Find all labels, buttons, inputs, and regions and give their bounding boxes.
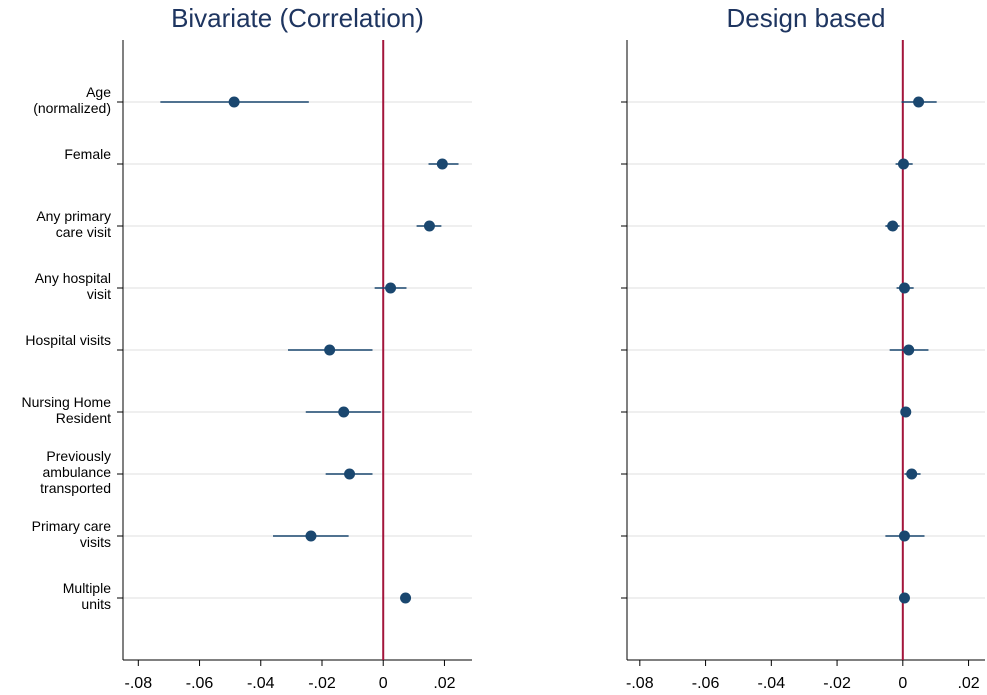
category-line: Female — [64, 146, 111, 162]
x-tick-label: 0 — [379, 675, 388, 692]
category-label: Previously ambulance transported — [40, 448, 111, 496]
point-estimate — [906, 468, 918, 480]
category-line: Age — [86, 84, 111, 100]
point-estimate — [338, 406, 350, 418]
point-estimate — [423, 220, 435, 232]
category-label: Female — [64, 146, 111, 162]
category-line: Nursing Home — [22, 394, 112, 410]
x-tick-label: 0 — [898, 675, 907, 692]
point-estimate — [903, 344, 915, 356]
category-line: Primary care — [32, 518, 112, 534]
point-estimate — [436, 158, 448, 170]
category-line: care visit — [56, 224, 111, 240]
point-estimate — [887, 220, 899, 232]
x-tick-label: -.08 — [626, 675, 654, 692]
category-line: Hospital visits — [25, 332, 111, 348]
category-line: Any primary — [36, 208, 111, 224]
x-tick-label: .02 — [957, 675, 979, 692]
panel-title: Bivariate (Correlation) — [171, 3, 424, 33]
x-tick-label: -.04 — [247, 675, 275, 692]
point-estimate — [344, 468, 356, 480]
point-estimate — [900, 406, 912, 418]
x-tick-label: -.02 — [823, 675, 851, 692]
category-line: Any hospital — [35, 270, 111, 286]
category-label: Any primary care visit — [36, 208, 111, 240]
category-label: Age (normalized) — [33, 84, 111, 116]
point-estimate — [898, 592, 910, 604]
category-line: (normalized) — [33, 100, 111, 116]
category-line: Resident — [56, 410, 111, 426]
x-tick-label: -.08 — [125, 675, 153, 692]
point-estimate — [324, 344, 336, 356]
category-label: Hospital visits — [25, 332, 111, 348]
category-label: Primary care visits — [32, 518, 112, 550]
point-estimate — [305, 530, 317, 542]
category-line: visit — [87, 286, 111, 302]
category-line: units — [81, 596, 111, 612]
x-tick-label: -.04 — [758, 675, 786, 692]
category-label: Multiple units — [63, 580, 111, 612]
point-estimate — [898, 282, 910, 294]
point-estimate — [913, 96, 925, 108]
category-label: Nursing Home Resident — [22, 394, 112, 426]
x-tick-label: -.06 — [692, 675, 720, 692]
category-label: Any hospital visit — [35, 270, 111, 302]
x-tick-label: .02 — [433, 675, 455, 692]
point-estimate — [385, 282, 397, 294]
point-estimate — [228, 96, 240, 108]
category-line: ambulance — [43, 464, 112, 480]
category-line: visits — [80, 534, 111, 550]
x-tick-label: -.02 — [308, 675, 336, 692]
point-estimate — [897, 158, 909, 170]
x-tick-label: -.06 — [186, 675, 214, 692]
category-line: transported — [40, 480, 111, 496]
point-estimate — [400, 592, 412, 604]
panel-title: Design based — [727, 3, 886, 33]
category-line: Multiple — [63, 580, 111, 596]
category-line: Previously — [46, 448, 111, 464]
point-estimate — [898, 530, 910, 542]
